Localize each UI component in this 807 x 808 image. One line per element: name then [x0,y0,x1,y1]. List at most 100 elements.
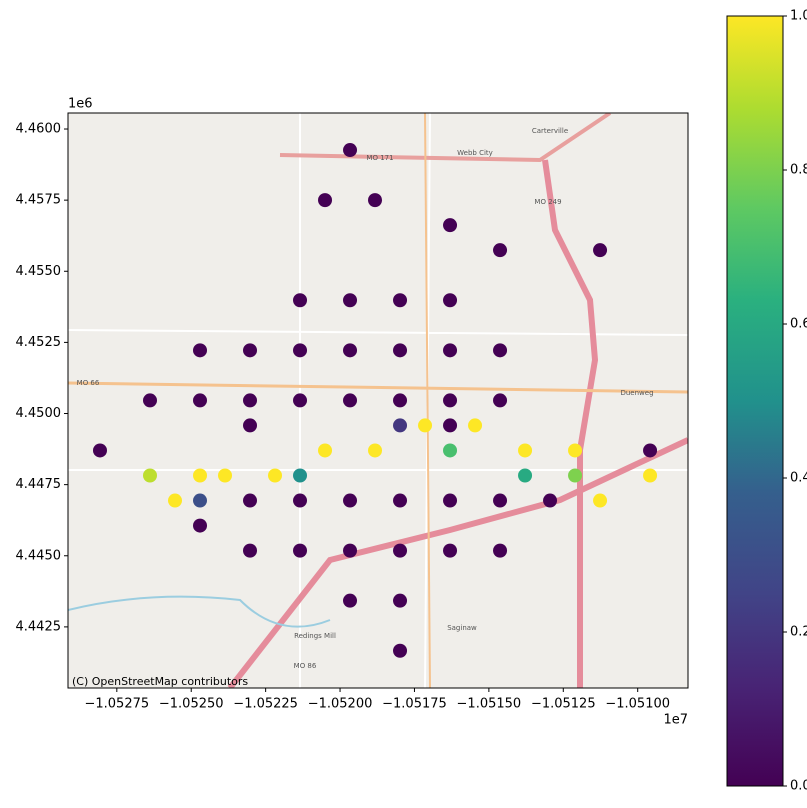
y-offset-label: 1e6 [68,97,93,112]
point [318,193,333,208]
point [593,493,608,508]
point [518,468,533,483]
x-tick-label: −1.05250 [159,697,224,712]
map-label: Carterville [532,127,568,135]
point [593,243,608,258]
map-label: MO 249 [534,198,561,206]
map-labels: Webb City Carterville MO 171 MO 249 MO 66 Due… [77,127,654,670]
point [343,393,358,408]
y-tick-label: 4.4575 [16,193,62,208]
point [343,343,358,358]
point [493,243,508,258]
colorbar-tick-label: 0.0 [790,779,807,794]
axes-frame [67,112,689,689]
point [193,393,208,408]
x-tick-label: −1.05200 [308,697,373,712]
point [418,418,433,433]
x-tick-label: −1.05100 [605,697,670,712]
y-tick-label: 4.4425 [16,619,62,634]
point [368,443,383,458]
colorbar-tick-label: 0.8 [790,163,807,178]
y-tick-label: 4.4475 [16,477,62,492]
point [293,493,308,508]
point [243,418,258,433]
point [193,343,208,358]
point [493,393,508,408]
colorbar-tick-label: 0.4 [790,471,807,486]
attribution: (C) OpenStreetMap contributors [72,675,248,688]
map-label: MO 86 [294,662,317,670]
colorbar [726,15,784,787]
point [343,493,358,508]
x-tick-label: −1.05225 [233,697,298,712]
point [293,393,308,408]
point [393,418,408,433]
map-label: Duenweg [620,389,653,397]
point [393,543,408,558]
point [243,343,258,358]
point [568,468,583,483]
point [443,293,458,308]
map-label: Webb City [457,149,493,157]
x-offset-label: 1e7 [663,713,688,728]
point [193,468,208,483]
point [92,443,107,458]
y-tick-label: 4.4450 [16,548,62,563]
point [243,393,258,408]
point [293,293,308,308]
point [268,468,283,483]
point [493,343,508,358]
point [493,543,508,558]
point [293,543,308,558]
point [343,593,358,608]
point [343,293,358,308]
point [368,193,383,208]
point [493,493,508,508]
point [443,218,458,233]
x-tick-label: −1.05125 [531,697,596,712]
point [143,393,158,408]
point [393,593,408,608]
point [393,393,408,408]
x-tick-label: −1.05175 [382,697,447,712]
map-label: Redings Mill [294,632,336,640]
point [193,493,208,508]
point [443,393,458,408]
point [443,418,458,433]
map-label: MO 66 [77,379,100,387]
point [243,543,258,558]
point [393,493,408,508]
x-tick-label: −1.05150 [457,697,522,712]
point [643,468,658,483]
point [218,468,233,483]
colorbar-tick-label: 0.6 [790,317,807,332]
point [293,343,308,358]
point [393,643,408,658]
y-tick-label: 4.4600 [16,122,62,137]
colorbar-tick-label: 1.0 [790,9,807,24]
y-tick-label: 4.4500 [16,406,62,421]
point [293,468,308,483]
points [92,143,658,658]
point [468,418,483,433]
point [443,543,458,558]
y-tick-label: 4.4550 [16,264,62,279]
point [443,443,458,458]
point [318,443,333,458]
point [243,493,258,508]
x-tick-label: −1.05275 [84,697,149,712]
point [643,443,658,458]
point [143,468,158,483]
point [543,493,558,508]
point [343,143,358,158]
map-label: Saginaw [447,624,477,632]
point [568,443,583,458]
point [168,493,183,508]
point [193,518,208,533]
point [443,343,458,358]
colorbar-tick-label: 0.2 [790,625,807,640]
map-label: MO 171 [366,154,393,162]
point [393,343,408,358]
map-background [68,113,688,688]
